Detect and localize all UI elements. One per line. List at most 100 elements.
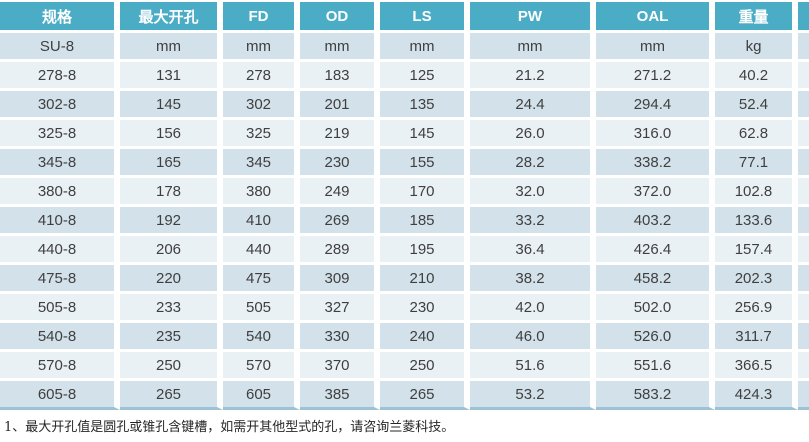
cell: 372.0 [596, 178, 715, 207]
cell: 183 [300, 62, 380, 91]
cell: 220 [120, 265, 223, 294]
spec-table-body: SU-8 mm mm mm mm mm mm kg 278-8 131 278 183 125 21.2 2… [0, 33, 809, 410]
cell: 294.4 [596, 91, 715, 120]
cell: 311.7 [715, 323, 798, 352]
cell: 440 [223, 236, 300, 265]
clipped-cell [798, 178, 809, 207]
clipped-cell [798, 352, 809, 381]
unit-cell: mm [300, 33, 380, 62]
cell: 345 [223, 149, 300, 178]
cell: 605 [223, 381, 300, 410]
table-row: 505-8 233 505 327 230 42.0 502.0 256.9 [0, 294, 809, 323]
cell: 302 [223, 91, 300, 120]
cell: 540 [223, 323, 300, 352]
cell: 52.4 [715, 91, 798, 120]
cell: 135 [380, 91, 470, 120]
table-row: 570-8 250 570 370 250 51.6 551.6 366.5 [0, 352, 809, 381]
clipped-cell [798, 62, 809, 91]
cell: 32.0 [470, 178, 596, 207]
spec-table-header: 规格 最大开孔 FD OD LS PW OAL 重量 [0, 2, 809, 33]
cell: 185 [380, 207, 470, 236]
cell: 256.9 [715, 294, 798, 323]
cell: 410 [223, 207, 300, 236]
cell: 155 [380, 149, 470, 178]
column-header: FD [223, 2, 300, 33]
cell: 77.1 [715, 149, 798, 178]
unit-cell: mm [596, 33, 715, 62]
cell: 170 [380, 178, 470, 207]
column-header: OAL [596, 2, 715, 33]
cell: 51.6 [470, 352, 596, 381]
clipped-cell [798, 207, 809, 236]
spec-table: 规格 最大开孔 FD OD LS PW OAL 重量 SU-8 mm mm mm mm mm mm kg 27… [0, 2, 809, 410]
unit-row: SU-8 mm mm mm mm mm mm kg [0, 33, 809, 62]
cell: 540-8 [0, 323, 120, 352]
cell: 145 [120, 91, 223, 120]
cell: 157.4 [715, 236, 798, 265]
cell: 235 [120, 323, 223, 352]
clipped-cell [798, 294, 809, 323]
cell: 230 [300, 149, 380, 178]
column-header: PW [470, 2, 596, 33]
cell: 206 [120, 236, 223, 265]
cell: 265 [120, 381, 223, 410]
cell: 271.2 [596, 62, 715, 91]
cell: 325-8 [0, 120, 120, 149]
unit-cell: mm [380, 33, 470, 62]
cell: 202.3 [715, 265, 798, 294]
cell: 230 [380, 294, 470, 323]
cell: 192 [120, 207, 223, 236]
cell: 505 [223, 294, 300, 323]
clipped-column-header [798, 2, 809, 33]
unit-cell: mm [223, 33, 300, 62]
cell: 570 [223, 352, 300, 381]
cell: 426.4 [596, 236, 715, 265]
cell: 38.2 [470, 265, 596, 294]
cell: 424.3 [715, 381, 798, 410]
clipped-cell [798, 265, 809, 294]
cell: 249 [300, 178, 380, 207]
cell: 502.0 [596, 294, 715, 323]
cell: 26.0 [470, 120, 596, 149]
cell: 289 [300, 236, 380, 265]
unit-cell: kg [715, 33, 798, 62]
cell: 385 [300, 381, 380, 410]
table-row: 345-8 165 345 230 155 28.2 338.2 77.1 [0, 149, 809, 178]
cell: 21.2 [470, 62, 596, 91]
cell: 156 [120, 120, 223, 149]
clipped-cell [798, 381, 809, 410]
cell: 475 [223, 265, 300, 294]
cell: 327 [300, 294, 380, 323]
cell: 125 [380, 62, 470, 91]
cell: 366.5 [715, 352, 798, 381]
cell: 62.8 [715, 120, 798, 149]
column-header: 规格 [0, 2, 120, 33]
cell: 330 [300, 323, 380, 352]
cell: 605-8 [0, 381, 120, 410]
cell: 28.2 [470, 149, 596, 178]
cell: 33.2 [470, 207, 596, 236]
cell: 278 [223, 62, 300, 91]
cell: 250 [120, 352, 223, 381]
cell: 240 [380, 323, 470, 352]
cell: 345-8 [0, 149, 120, 178]
cell: 131 [120, 62, 223, 91]
cell: 210 [380, 265, 470, 294]
cell: 583.2 [596, 381, 715, 410]
cell: 250 [380, 352, 470, 381]
cell: 302-8 [0, 91, 120, 120]
cell: 410-8 [0, 207, 120, 236]
cell: 42.0 [470, 294, 596, 323]
cell: 316.0 [596, 120, 715, 149]
cell: 370 [300, 352, 380, 381]
cell: 36.4 [470, 236, 596, 265]
cell: 278-8 [0, 62, 120, 91]
table-row: 605-8 265 605 385 265 53.2 583.2 424.3 [0, 381, 809, 410]
cell: 475-8 [0, 265, 120, 294]
column-header: OD [300, 2, 380, 33]
cell: 570-8 [0, 352, 120, 381]
cell: 526.0 [596, 323, 715, 352]
table-row: 475-8 220 475 309 210 38.2 458.2 202.3 [0, 265, 809, 294]
table-row: 278-8 131 278 183 125 21.2 271.2 40.2 [0, 62, 809, 91]
